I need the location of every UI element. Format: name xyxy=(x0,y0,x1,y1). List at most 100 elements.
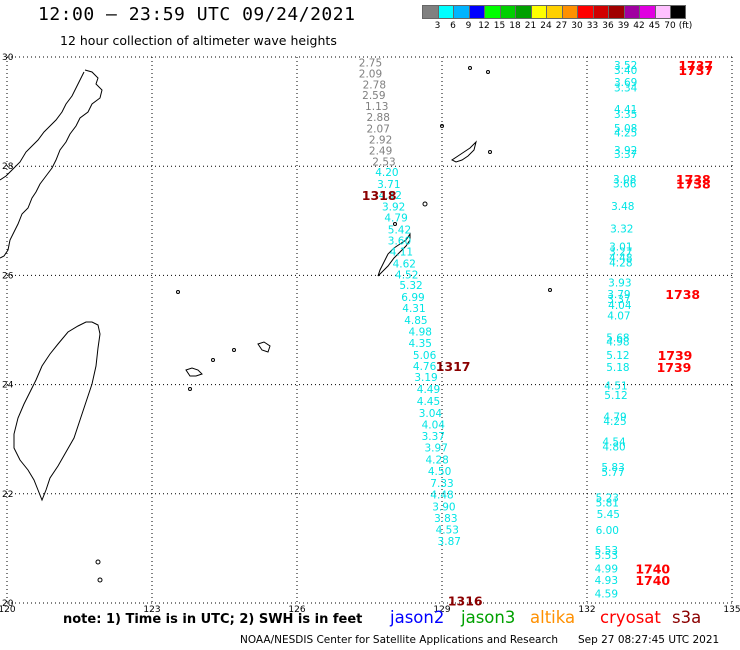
lon-tick-label: 120 xyxy=(0,605,16,615)
wave-height-label: 4.99 xyxy=(595,564,618,576)
islet-5 xyxy=(440,124,444,128)
wave-height-label: 4.07 xyxy=(607,310,630,322)
wave-height-label: 4.79 xyxy=(384,213,407,225)
color-tick-label: 6 xyxy=(450,21,456,31)
wave-height-label: 4.80 xyxy=(602,441,625,453)
wave-height-label: 4.48 xyxy=(430,489,453,501)
wave-height-label: 3.35 xyxy=(614,109,637,121)
color-tick-label: 45 xyxy=(648,21,661,31)
wave-height-label: 3.08 xyxy=(613,174,636,186)
color-swatch xyxy=(437,5,453,19)
wave-height-label: 4.04 xyxy=(422,419,446,431)
wave-height-label: 4.76 xyxy=(413,361,437,373)
color-scale-bar xyxy=(422,5,686,19)
pass-time-label: 1739 xyxy=(657,360,692,375)
okinawa-island xyxy=(377,232,411,277)
color-swatch xyxy=(468,5,484,19)
wave-height-label: 3.92 xyxy=(382,202,405,214)
islet-12 xyxy=(97,577,103,583)
wave-height-label: 5.12 xyxy=(606,350,629,362)
wave-height-label: 5.53 xyxy=(595,545,618,557)
lon-tick-label: 123 xyxy=(143,605,160,615)
lat-tick-label: 24 xyxy=(2,381,14,391)
color-swatch xyxy=(654,5,670,19)
wave-height-label: 3.37 xyxy=(607,294,630,306)
pass-time-label: 1318 xyxy=(362,188,397,203)
wave-height-label: 3.52 xyxy=(614,60,637,72)
wave-height-labels-group: 2.752.092.782.591.132.882.072.922.492.53… xyxy=(359,57,638,600)
wave-height-label: 5.53 xyxy=(595,550,618,562)
color-swatch xyxy=(608,5,624,19)
legend-item-jason3: jason3 xyxy=(461,608,516,627)
wave-height-label: 2.09 xyxy=(359,68,382,80)
wave-height-label: 2.92 xyxy=(369,134,392,146)
lon-tick-label: 129 xyxy=(433,605,450,615)
color-swatch xyxy=(530,5,546,19)
color-scale-ticks: 3 6 9 12 15 18 21 24 27 30 33 36 39 42 45 70 (ft) xyxy=(422,21,732,33)
wave-height-label: 5.08 xyxy=(614,123,637,135)
wave-height-label: 6.00 xyxy=(596,525,619,537)
pass-time-label: 1317 xyxy=(436,359,471,374)
legend-item-cryosat: cryosat xyxy=(600,608,661,627)
wave-height-label: 1.13 xyxy=(365,101,388,113)
page-subtitle: 12 hour collection of altimeter wave hei… xyxy=(60,33,337,48)
amami-island xyxy=(451,140,477,163)
wave-height-label: 5.77 xyxy=(601,467,624,479)
wave-height-label: 4.51 xyxy=(604,381,627,393)
wave-height-label: 3.83 xyxy=(434,513,457,525)
color-tick-label: 24 xyxy=(540,21,552,31)
wave-height-label: 3.19 xyxy=(414,372,437,384)
wave-height-label: 5.45 xyxy=(597,509,620,521)
color-swatch xyxy=(453,5,469,19)
wave-height-label: 5.42 xyxy=(388,225,411,237)
wave-height-label: 3.79 xyxy=(607,289,630,301)
wave-height-label: 3.37 xyxy=(614,149,637,161)
color-swatch xyxy=(515,5,531,19)
color-swatch xyxy=(499,5,515,19)
pass-time-label: 1737 xyxy=(678,63,713,78)
islet-10 xyxy=(176,290,180,294)
islet-4 xyxy=(486,70,490,74)
wave-height-label: 2.07 xyxy=(367,124,390,136)
wave-height-label: 4.59 xyxy=(595,589,618,601)
wave-height-label: 4.28 xyxy=(425,454,448,466)
color-tick-label: (ft) xyxy=(678,21,693,31)
color-tick-label: 9 xyxy=(465,21,472,31)
islet-7 xyxy=(548,288,552,292)
wave-height-label: 4.48 xyxy=(609,252,632,264)
wave-height-label: 4.41 xyxy=(614,104,637,116)
color-tick-label: 70 xyxy=(664,21,676,31)
pass-time-label: 1740 xyxy=(635,573,670,588)
color-tick-label: 15 xyxy=(493,21,506,31)
color-tick-label: 39 xyxy=(617,21,630,31)
color-swatch xyxy=(639,5,655,19)
wave-height-label: 3.40 xyxy=(614,65,637,77)
islet-8 xyxy=(211,358,215,362)
wave-height-label: 4.28 xyxy=(609,257,632,269)
legend-item-s3a: s3a xyxy=(672,608,702,627)
color-swatch xyxy=(561,5,577,19)
generated-timestamp: Sep 27 08:27:45 UTC 2021 xyxy=(578,634,720,646)
graticule-group xyxy=(6,56,733,604)
wave-height-label: 4.54 xyxy=(602,436,626,448)
pass-time-label: 1316 xyxy=(448,593,483,608)
color-tick-label: 42 xyxy=(633,21,645,31)
islet-2 xyxy=(393,222,397,226)
islet-11 xyxy=(95,559,101,565)
islet-6 xyxy=(488,150,492,154)
wave-height-label: 3.69 xyxy=(614,77,637,89)
wave-height-label: 4.45 xyxy=(417,396,440,408)
wave-height-label: 4.49 xyxy=(417,384,440,396)
lat-tick-label: 28 xyxy=(2,162,14,172)
color-swatch xyxy=(422,5,438,19)
lat-tick-label: 22 xyxy=(2,490,13,500)
taiwan-coastline xyxy=(13,321,101,502)
color-swatch xyxy=(546,5,562,19)
credit-text: NOAA/NESDIS Center for Satellite Applica… xyxy=(240,634,558,646)
wave-height-label: 4.11 xyxy=(390,246,413,258)
wave-height-label: 2.49 xyxy=(369,145,392,157)
lat-tick-label: 20 xyxy=(2,599,14,609)
wave-height-label: 3.37 xyxy=(422,431,445,443)
color-tick-label: 33 xyxy=(586,21,599,31)
